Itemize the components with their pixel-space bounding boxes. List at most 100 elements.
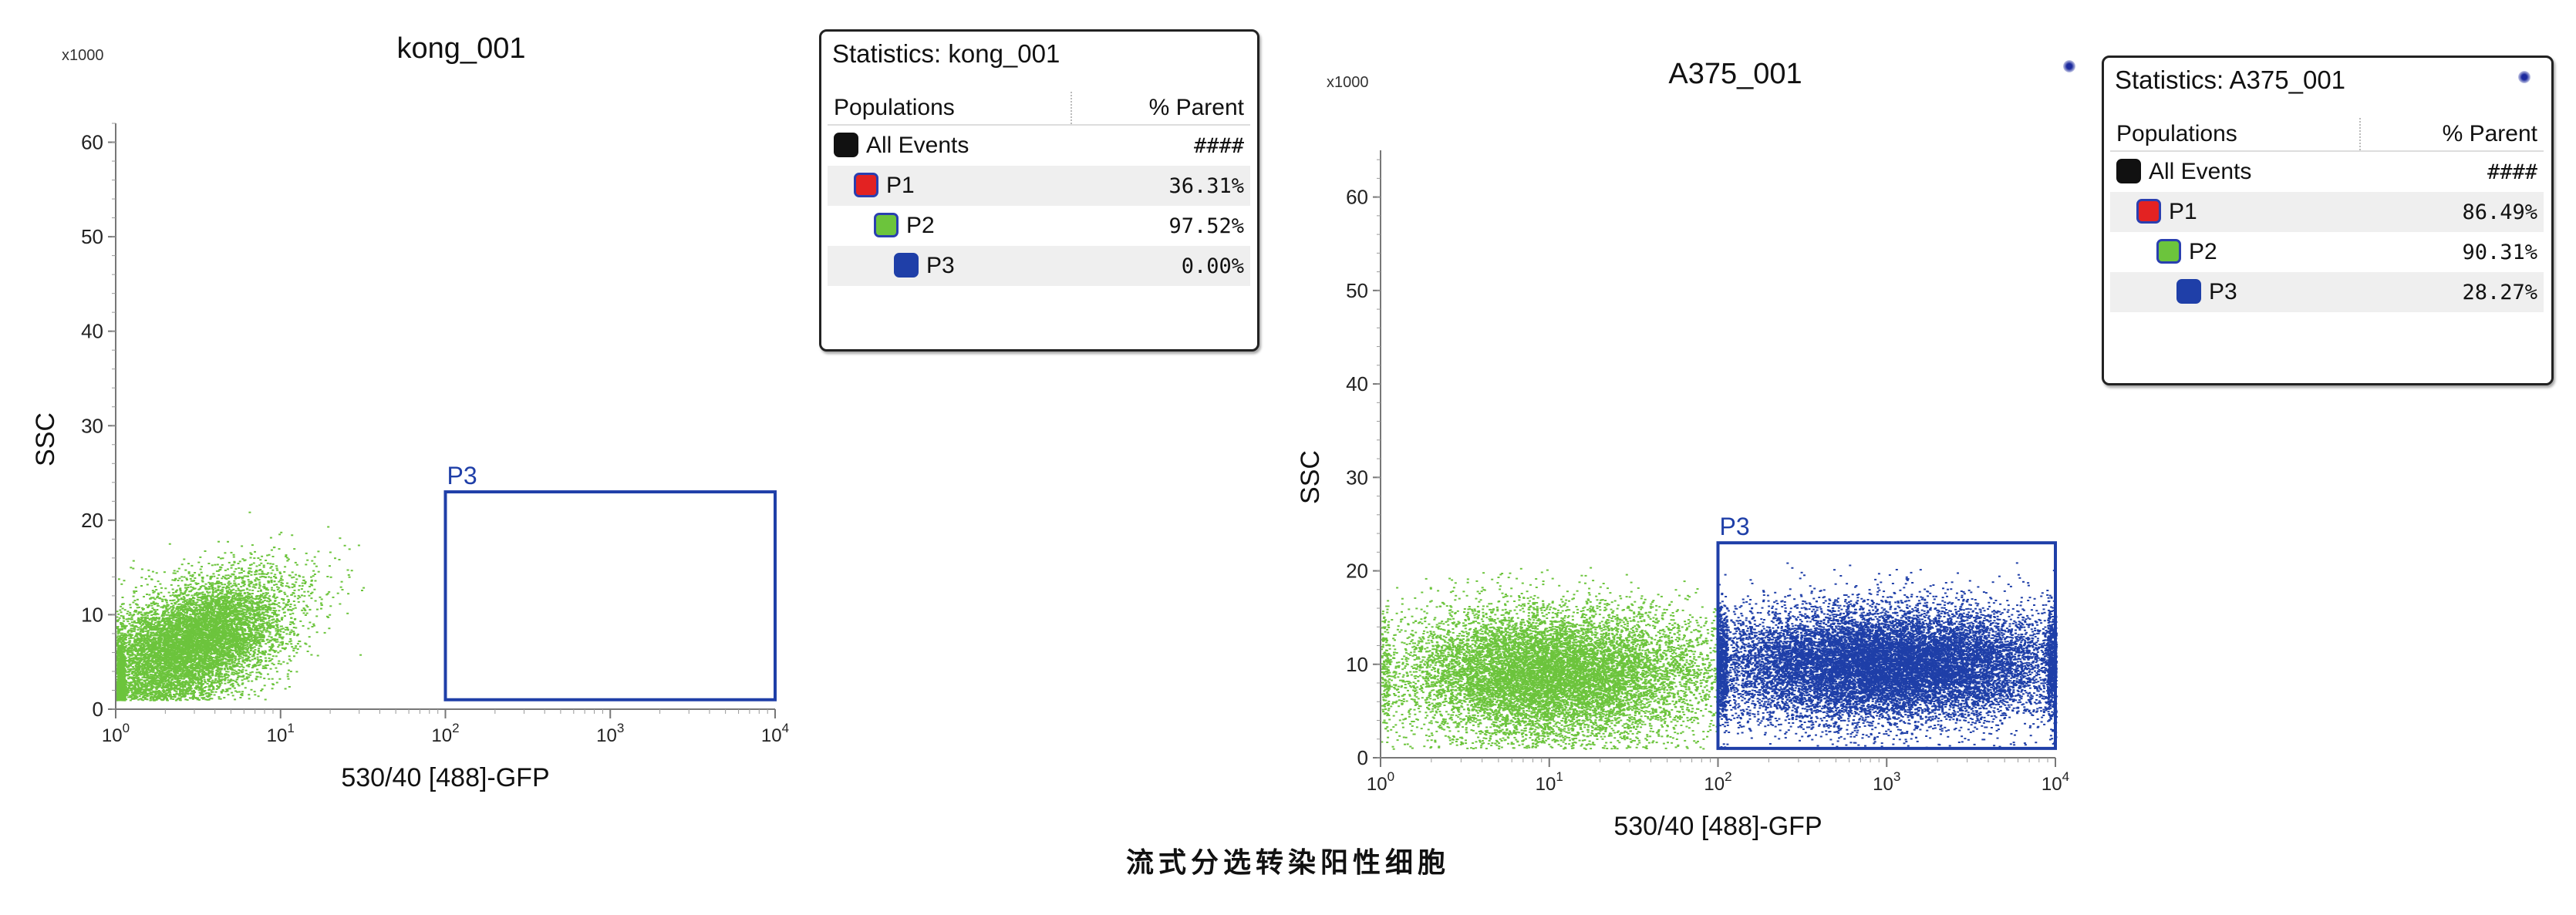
data-point (207, 606, 210, 607)
data-point (191, 576, 194, 577)
data-point (135, 622, 137, 624)
data-point (271, 658, 273, 660)
data-point (289, 624, 292, 625)
data-point (128, 644, 130, 645)
data-point (219, 671, 221, 672)
data-point (231, 604, 234, 605)
data-point (146, 594, 148, 595)
data-point (293, 623, 295, 624)
data-point (283, 592, 285, 594)
data-point (320, 608, 322, 610)
data-point (297, 643, 299, 644)
data-point (201, 594, 204, 595)
data-point (172, 592, 174, 594)
data-point (124, 609, 126, 611)
data-point (269, 660, 271, 661)
data-point (268, 636, 270, 637)
data-point (132, 602, 134, 604)
data-point (195, 683, 197, 685)
data-point (265, 664, 267, 666)
data-point (255, 584, 258, 585)
data-point (255, 649, 257, 651)
data-point (176, 613, 178, 614)
data-point (298, 595, 300, 597)
data-point (280, 532, 282, 533)
data-point (134, 647, 137, 648)
data-point (278, 644, 281, 646)
data-point (298, 589, 300, 590)
data-point (307, 591, 309, 593)
data-point (261, 570, 264, 572)
data-point (267, 563, 269, 564)
data-point (309, 636, 311, 637)
data-point (284, 566, 286, 567)
data-point (278, 637, 281, 638)
data-point (293, 633, 295, 634)
data-point (229, 602, 231, 604)
data-point (294, 618, 296, 620)
data-point (150, 622, 152, 624)
data-point (126, 618, 128, 620)
data-point (258, 564, 261, 566)
data-point (276, 625, 278, 627)
data-point (227, 677, 229, 678)
data-point (298, 597, 301, 598)
data-point (293, 600, 295, 602)
data-point (228, 562, 231, 563)
data-point (232, 664, 234, 666)
data-point (241, 607, 243, 609)
data-point (231, 619, 234, 621)
data-point (131, 621, 133, 623)
data-point (349, 577, 351, 578)
data-point (212, 573, 214, 574)
data-point (295, 581, 297, 583)
data-point (265, 560, 267, 561)
data-point (244, 678, 246, 680)
data-point (184, 593, 186, 594)
data-point (145, 682, 147, 684)
data-point (220, 582, 222, 584)
data-point (211, 680, 214, 681)
data-point (164, 683, 166, 685)
data-point (275, 634, 277, 636)
data-point (214, 678, 217, 680)
data-point (239, 697, 241, 698)
data-point (226, 663, 228, 664)
data-point (277, 641, 279, 643)
data-point (153, 624, 155, 625)
data-point (281, 576, 283, 577)
data-point (147, 584, 149, 585)
data-point (215, 682, 217, 684)
data-point (244, 651, 247, 653)
data-point (172, 589, 174, 590)
data-point (271, 637, 273, 638)
data-point (295, 562, 297, 563)
data-point (177, 570, 179, 572)
data-point (270, 577, 272, 578)
data-point (207, 592, 210, 594)
data-point (318, 571, 320, 573)
data-point (328, 627, 330, 629)
data-point (358, 545, 360, 547)
data-point (218, 683, 221, 685)
data-point (224, 584, 226, 585)
data-point (177, 580, 180, 581)
data-point (214, 675, 217, 677)
data-point (238, 563, 240, 564)
data-point (130, 637, 133, 639)
data-point (192, 587, 194, 588)
data-point (264, 685, 266, 686)
data-point (157, 580, 160, 582)
data-point (278, 533, 281, 535)
data-point (270, 668, 272, 670)
data-point (170, 584, 173, 586)
data-point (288, 686, 291, 688)
data-point (320, 603, 322, 604)
data-point (212, 687, 214, 688)
series-p2-points (116, 512, 365, 701)
data-point (238, 685, 241, 687)
data-point (275, 621, 277, 622)
data-point (174, 578, 177, 580)
data-point (224, 683, 226, 685)
data-point (150, 605, 153, 607)
